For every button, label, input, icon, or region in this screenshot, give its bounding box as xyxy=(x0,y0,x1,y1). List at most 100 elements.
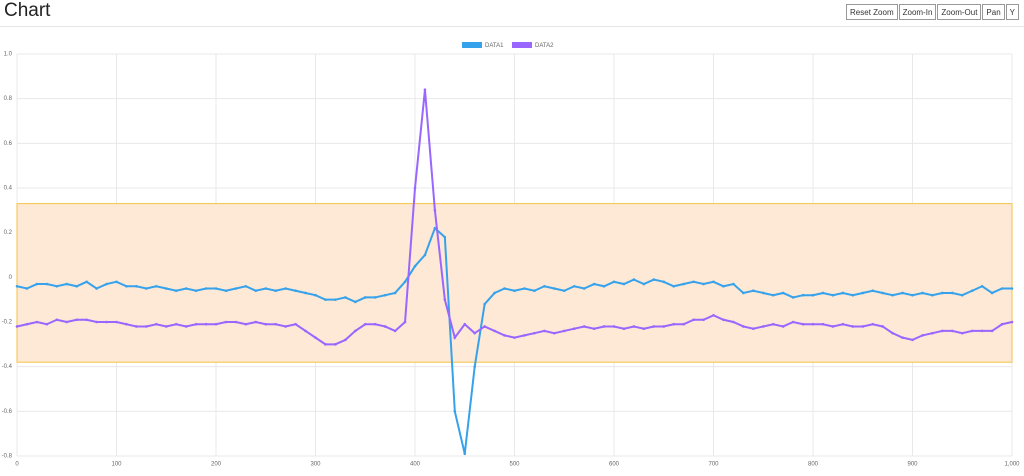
data-point xyxy=(115,280,118,284)
data-point xyxy=(433,226,437,230)
data-point xyxy=(871,289,874,293)
x-tick-label: 0 xyxy=(15,462,19,468)
data-point xyxy=(483,302,486,306)
data-point xyxy=(702,282,705,286)
data-point xyxy=(722,318,725,322)
data-point xyxy=(682,322,685,326)
data-point xyxy=(722,284,725,288)
data-point xyxy=(55,318,59,322)
data-point xyxy=(65,282,69,286)
data-point xyxy=(841,322,845,326)
data-point xyxy=(503,287,506,290)
data-point xyxy=(145,325,148,328)
data-point xyxy=(642,282,646,286)
data-point xyxy=(403,280,407,284)
data-point xyxy=(960,331,964,335)
data-point xyxy=(344,296,347,299)
data-point xyxy=(105,320,108,324)
toolbar-button[interactable]: Pan xyxy=(982,4,1005,20)
data-point xyxy=(413,186,417,190)
data-point xyxy=(25,322,29,326)
toolbar-button[interactable]: Y xyxy=(1005,4,1019,20)
data-point xyxy=(572,327,576,331)
data-point xyxy=(672,322,675,326)
legend-swatch xyxy=(512,42,532,48)
data-point xyxy=(155,284,158,288)
data-point xyxy=(314,293,317,297)
data-point xyxy=(970,289,974,293)
data-point xyxy=(692,280,695,284)
y-tick-label: -0.4 xyxy=(2,364,13,370)
data-point xyxy=(761,291,765,295)
data-point xyxy=(921,334,924,337)
data-point xyxy=(264,322,268,326)
data-point xyxy=(383,325,387,328)
data-point xyxy=(533,331,536,335)
data-point xyxy=(781,291,785,295)
data-point xyxy=(284,325,287,328)
data-point xyxy=(274,322,278,326)
data-point xyxy=(443,298,447,301)
data-point xyxy=(164,325,168,328)
toolbar-button[interactable]: Reset Zoom xyxy=(846,4,898,20)
data-point xyxy=(125,322,128,326)
data-point xyxy=(304,329,307,333)
data-point xyxy=(931,293,934,297)
data-point xyxy=(901,291,904,295)
data-point xyxy=(761,325,765,328)
data-point xyxy=(642,327,646,331)
data-point xyxy=(383,293,387,297)
data-point xyxy=(732,320,735,324)
y-tick-label: 0.4 xyxy=(4,186,13,192)
page-title: Chart xyxy=(4,0,51,21)
data-point xyxy=(493,291,496,295)
data-point xyxy=(95,287,98,290)
data-point xyxy=(15,325,19,328)
toolbar: Reset Zoom Zoom-In Zoom-Out Pan Y xyxy=(845,4,1019,20)
data-point xyxy=(622,282,626,286)
data-point xyxy=(682,282,685,286)
x-tick-label: 700 xyxy=(708,462,719,468)
toolbar-button[interactable]: Zoom-Out xyxy=(937,4,982,20)
data-point xyxy=(254,320,258,324)
data-point xyxy=(294,322,297,326)
data-point xyxy=(523,287,526,290)
data-point xyxy=(801,322,805,326)
data-point xyxy=(990,329,994,333)
data-point xyxy=(851,325,855,328)
data-point xyxy=(951,291,954,295)
data-point xyxy=(891,293,894,297)
data-point xyxy=(592,282,596,286)
data-point xyxy=(662,325,666,328)
data-point xyxy=(344,338,347,342)
data-point xyxy=(652,325,656,328)
data-point xyxy=(951,329,954,333)
data-point xyxy=(244,322,248,326)
data-point xyxy=(592,327,596,331)
x-tick-label: 100 xyxy=(111,462,122,468)
data-point xyxy=(771,293,775,297)
x-tick-label: 900 xyxy=(907,462,918,468)
data-point xyxy=(115,320,118,324)
data-point xyxy=(523,334,526,337)
data-point xyxy=(891,331,894,335)
data-point xyxy=(363,296,367,299)
x-tick-label: 800 xyxy=(808,462,819,468)
data-point xyxy=(901,336,904,339)
data-point xyxy=(473,331,477,335)
data-point xyxy=(393,329,397,333)
data-point xyxy=(453,410,457,413)
data-point xyxy=(135,325,138,328)
toolbar-button[interactable]: Zoom-In xyxy=(898,4,937,20)
data-point xyxy=(234,320,238,324)
data-point xyxy=(194,322,198,326)
data-point xyxy=(960,293,964,297)
data-point xyxy=(75,284,78,288)
data-point xyxy=(423,253,427,257)
data-point xyxy=(562,289,566,293)
data-point xyxy=(354,329,357,333)
y-tick-label: 0.2 xyxy=(4,230,13,236)
data-point xyxy=(712,314,715,317)
data-point xyxy=(174,322,178,326)
data-point xyxy=(373,322,377,326)
